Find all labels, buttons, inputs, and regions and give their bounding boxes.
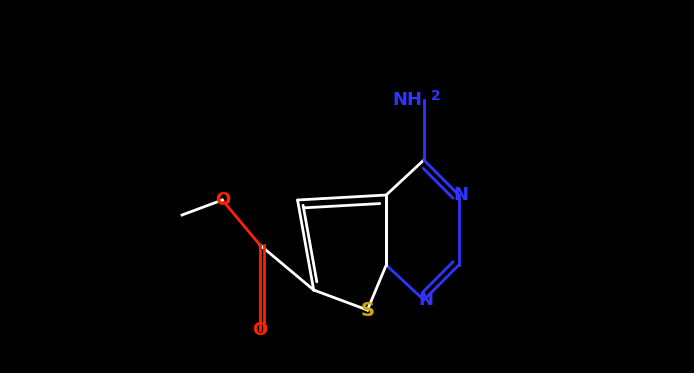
Text: N: N [453, 186, 468, 204]
Text: N: N [418, 291, 433, 309]
Text: O: O [214, 191, 230, 209]
Text: 2: 2 [431, 89, 441, 103]
Text: NH: NH [392, 91, 422, 109]
Text: O: O [253, 321, 268, 339]
Text: S: S [360, 301, 375, 320]
